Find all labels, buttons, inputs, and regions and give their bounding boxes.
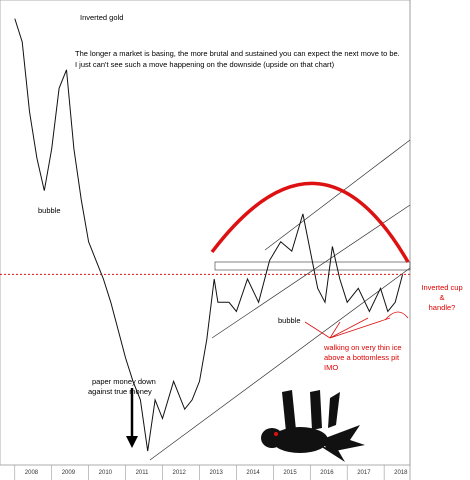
- channel-line: [264, 139, 411, 251]
- price-line: [14, 18, 404, 452]
- x-tick-label: 2012: [173, 470, 187, 476]
- x-tick-label: 2018: [394, 470, 408, 476]
- x-tick-label: 2011: [136, 470, 150, 476]
- pointer-lines: [304, 317, 391, 339]
- bird-eye: [274, 432, 278, 436]
- annotation: bubble: [38, 206, 61, 215]
- x-tick-label: 2016: [320, 470, 334, 476]
- dead-bird: [261, 390, 365, 462]
- arrow-head: [126, 436, 138, 448]
- annotation: bubble: [278, 316, 301, 325]
- annotation: walking on very thin ice: [323, 343, 402, 352]
- x-tick-label: 2017: [357, 470, 371, 476]
- annotation: handle?: [429, 303, 456, 312]
- channel-line: [149, 267, 411, 461]
- cup-arc: [210, 181, 410, 263]
- plot-frame: [0, 0, 411, 466]
- annotation: Inverted cup: [421, 283, 462, 292]
- x-tick-label: 2010: [99, 470, 113, 476]
- x-tick-label: 2008: [25, 470, 39, 476]
- annotation: IMO: [324, 363, 338, 372]
- annotation: I just can't see such a move happening o…: [75, 60, 335, 69]
- chart-title: Inverted gold: [80, 13, 123, 22]
- handle-curve: [384, 311, 409, 321]
- annotation: &: [439, 293, 444, 302]
- annotation: paper money down: [92, 377, 156, 386]
- x-tick-label: 2013: [209, 470, 223, 476]
- channel-line: [211, 204, 411, 339]
- annotation: against true money: [88, 387, 152, 396]
- annotation: The longer a market is basing, the more …: [75, 49, 400, 58]
- x-tick-label: 2009: [62, 470, 76, 476]
- annotation: above a bottomless pit: [324, 353, 400, 362]
- x-tick-label: 2015: [283, 470, 297, 476]
- x-tick-label: 2014: [246, 470, 260, 476]
